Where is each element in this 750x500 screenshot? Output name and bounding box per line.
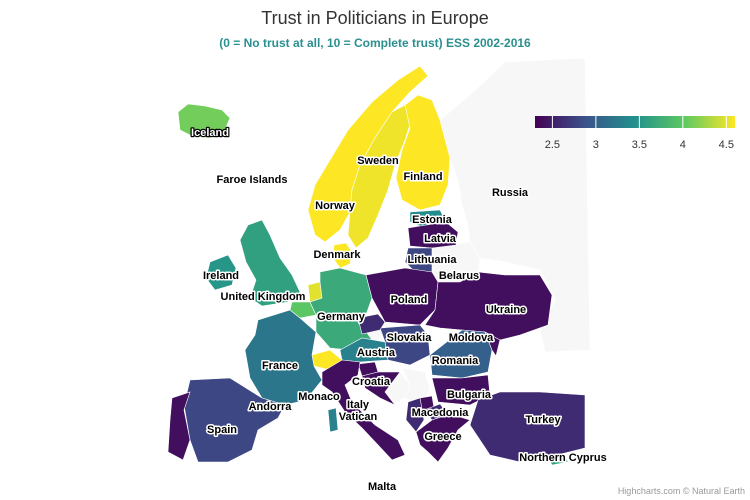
label-poland: Poland xyxy=(391,294,428,306)
country-france[interactable] xyxy=(244,309,323,406)
label-bulgaria: Bulgaria xyxy=(447,389,492,401)
country-northern-cyprus[interactable] xyxy=(547,454,569,466)
country-uk[interactable] xyxy=(239,219,301,307)
label-northern-cyprus: Northern Cyprus xyxy=(519,452,606,464)
label-iceland: Iceland xyxy=(191,127,229,139)
label-malta: Malta xyxy=(368,481,397,493)
legend-tick-label: 4.5 xyxy=(719,139,734,151)
country-romania[interactable] xyxy=(429,329,493,379)
country-albania[interactable] xyxy=(405,397,425,433)
label-turkey: Turkey xyxy=(525,414,561,426)
country-denmark[interactable] xyxy=(332,242,353,269)
label-andorra: Andorra xyxy=(249,401,293,413)
label-finland: Finland xyxy=(403,171,442,183)
country-greece[interactable] xyxy=(415,413,471,463)
label-moldova: Moldova xyxy=(449,332,494,344)
country-finland[interactable] xyxy=(395,94,451,211)
label-estonia: Estonia xyxy=(412,214,453,226)
label-lithuania: Lithuania xyxy=(408,254,458,266)
label-monaco: Monaco xyxy=(298,391,340,403)
country-bulgaria[interactable] xyxy=(431,374,491,406)
label-norway: Norway xyxy=(315,200,356,212)
chart-subtitle: (0 = No trust at all, 10 = Complete trus… xyxy=(219,36,531,50)
country-labels: Iceland Faroe Islands Norway Sweden Finl… xyxy=(190,126,608,495)
label-austria: Austria xyxy=(357,347,396,359)
legend-tick-label: 3.5 xyxy=(632,139,647,151)
legend-tick-label: 4 xyxy=(680,139,686,151)
country-sardinia[interactable] xyxy=(327,407,339,433)
label-latvia: Latvia xyxy=(424,233,457,245)
country-sweden[interactable] xyxy=(347,104,413,249)
country-belgium[interactable] xyxy=(289,301,317,319)
label-vatican: Vatican xyxy=(339,411,378,423)
country-turkey[interactable] xyxy=(469,391,586,463)
label-macedonia: Macedonia xyxy=(412,407,470,419)
label-ireland: Ireland xyxy=(203,270,239,282)
country-ukraine[interactable] xyxy=(424,271,553,341)
country-italy[interactable] xyxy=(321,359,406,461)
label-slovakia: Slovakia xyxy=(387,332,433,344)
label-france: France xyxy=(262,360,298,372)
country-moldova[interactable] xyxy=(484,331,501,357)
label-denmark: Denmark xyxy=(313,249,361,261)
label-spain: Spain xyxy=(207,424,237,436)
legend-tick-label: 3 xyxy=(593,139,599,151)
label-germany: Germany xyxy=(317,311,366,323)
label-greece: Greece xyxy=(424,431,461,443)
label-croatia: Croatia xyxy=(352,376,391,388)
country-iceland[interactable] xyxy=(177,103,231,139)
country-croatia[interactable] xyxy=(361,371,401,406)
label-united-kingdom: United Kingdom xyxy=(221,291,306,303)
legend-gradient-bar xyxy=(535,116,735,128)
label-faroe-islands: Faroe Islands xyxy=(217,174,288,186)
legend-tick-label: 2.5 xyxy=(545,139,560,151)
country-czech[interactable] xyxy=(357,313,386,335)
label-belarus: Belarus xyxy=(439,270,479,282)
country-ireland[interactable] xyxy=(205,254,237,291)
credits[interactable]: Highcharts.com © Natural Earth xyxy=(618,486,745,496)
label-sweden: Sweden xyxy=(357,155,399,167)
label-romania: Romania xyxy=(432,355,479,367)
countries xyxy=(167,65,586,466)
label-italy: Italy xyxy=(347,399,370,411)
country-norway[interactable] xyxy=(307,65,429,243)
country-germany[interactable] xyxy=(309,267,373,351)
chart-title: Trust in Politicians in Europe xyxy=(261,8,488,28)
country-portugal[interactable] xyxy=(167,391,191,461)
label-russia: Russia xyxy=(492,187,529,199)
country-latvia[interactable] xyxy=(407,221,459,249)
country-macedonia[interactable] xyxy=(423,403,449,421)
legend-ticks: 2.5 3 3.5 4 4.5 xyxy=(545,116,734,151)
label-ukraine: Ukraine xyxy=(486,304,526,316)
color-legend: 2.5 3 3.5 4 4.5 xyxy=(535,116,735,151)
